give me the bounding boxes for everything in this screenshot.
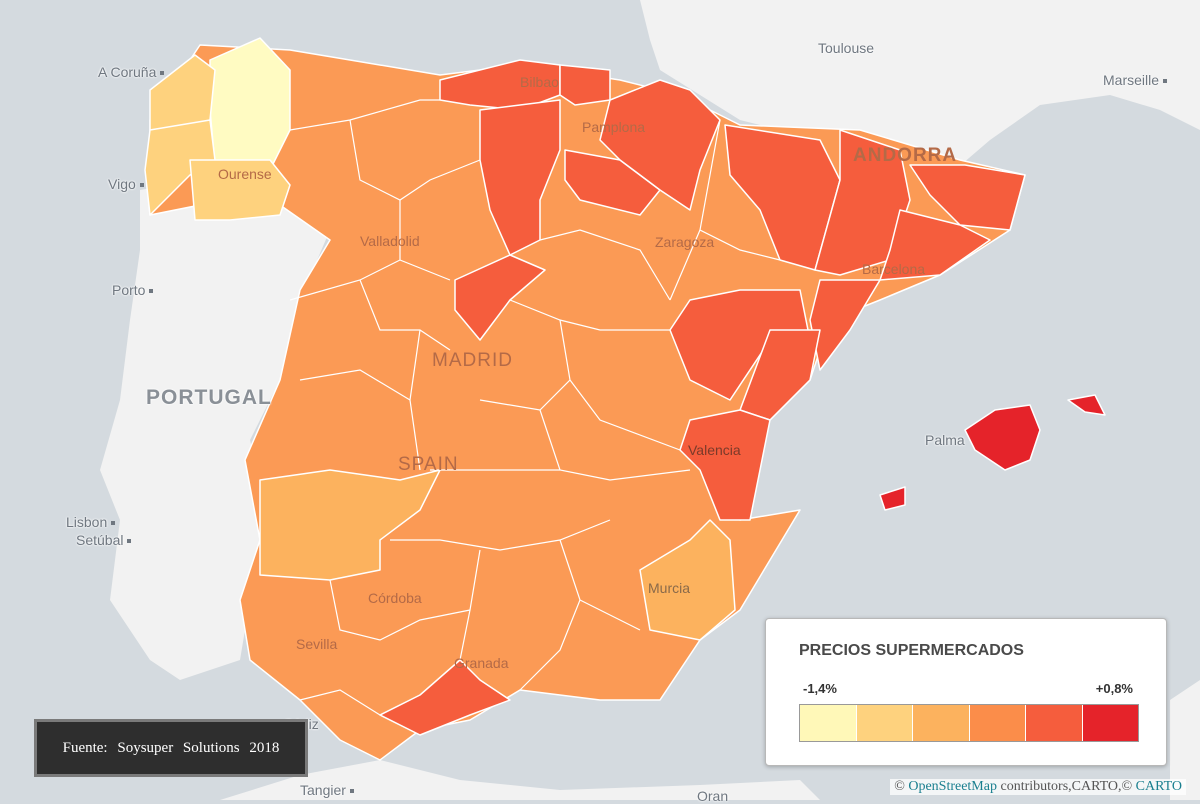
province-pontevedra[interactable]	[144, 119, 216, 216]
legend-swatch	[855, 705, 912, 741]
province-huesca[interactable]	[724, 124, 841, 271]
label-porto: Porto	[112, 282, 153, 298]
legend-swatch	[912, 705, 969, 741]
province-ourense[interactable]	[189, 159, 291, 221]
label-andorra: ANDORRA	[853, 145, 958, 166]
legend-color-scale	[799, 704, 1139, 742]
label-zaragoza: Zaragoza	[655, 234, 715, 250]
source-note: Fuente: Soysuper Solutions 2018	[34, 719, 308, 777]
label-valencia: Valencia	[688, 442, 741, 458]
label-murcia: Murcia	[648, 580, 691, 596]
label-valladolid: Valladolid	[360, 233, 420, 249]
label-vigo: Vigo	[108, 176, 144, 192]
label-spain: SPAIN	[398, 454, 459, 475]
portugal-land	[100, 180, 330, 680]
label-ourense: Ourense	[218, 166, 272, 182]
openstreetmap-link[interactable]: OpenStreetMap	[908, 779, 997, 794]
legend-min-label: -1,4%	[803, 681, 837, 696]
island-land	[1170, 680, 1200, 800]
province-valencia[interactable]	[679, 409, 771, 521]
label-palma: Palma	[925, 432, 965, 448]
province-murcia[interactable]	[639, 519, 736, 641]
label-tangier: Tangier	[300, 782, 354, 798]
province-ibiza[interactable]	[879, 486, 906, 511]
label-a-coruna: A Coruña	[98, 64, 164, 80]
legend-max-label: +0,8%	[1095, 681, 1133, 696]
label-sevilla: Sevilla	[296, 636, 338, 652]
attribution-middle: contributors,CARTO,©	[1000, 779, 1133, 794]
label-lisbon: Lisbon	[66, 514, 115, 530]
label-madrid: MADRID	[432, 350, 513, 371]
label-toulouse: Toulouse	[818, 40, 875, 56]
label-oran: Oran	[697, 788, 729, 804]
label-cordoba: Córdoba	[368, 590, 422, 606]
legend-swatch	[1081, 705, 1138, 741]
province-lugo[interactable]	[209, 37, 291, 171]
province-lleida[interactable]	[814, 129, 911, 276]
province-gipuzkoa[interactable]	[559, 64, 611, 106]
attribution-prefix: ©	[894, 779, 905, 794]
label-barcelona: Barcelona	[862, 261, 926, 277]
province-menorca[interactable]	[1067, 394, 1106, 416]
legend: PRECIOS SUPERMERCADOS -1,4% +0,8%	[765, 618, 1167, 766]
map-attribution: © OpenStreetMap contributors,CARTO,© CAR…	[890, 779, 1186, 795]
carto-link[interactable]: CARTO	[1135, 779, 1182, 794]
province-tarragona[interactable]	[809, 279, 881, 371]
legend-swatch	[800, 705, 856, 741]
province-barcelona[interactable]	[879, 209, 991, 281]
province-girona[interactable]	[909, 164, 1026, 231]
province-borders	[289, 99, 781, 716]
legend-swatch	[1025, 705, 1082, 741]
legend-title: PRECIOS SUPERMERCADOS	[799, 642, 1024, 659]
label-portugal: PORTUGAL	[146, 386, 272, 409]
label-bilbao: Bilbao	[520, 74, 559, 90]
province-malaga[interactable]	[379, 659, 511, 736]
province-navarra[interactable]	[599, 79, 721, 211]
province-mallorca[interactable]	[964, 404, 1041, 471]
label-granada: Granada	[454, 655, 509, 671]
label-pamplona: Pamplona	[582, 119, 646, 135]
legend-swatch	[968, 705, 1025, 741]
province-castellon[interactable]	[739, 329, 821, 421]
label-setubal: Setúbal	[76, 532, 131, 548]
province-badajoz[interactable]	[259, 469, 441, 581]
africa-land	[220, 760, 820, 800]
label-marseille: Marseille	[1103, 72, 1167, 88]
